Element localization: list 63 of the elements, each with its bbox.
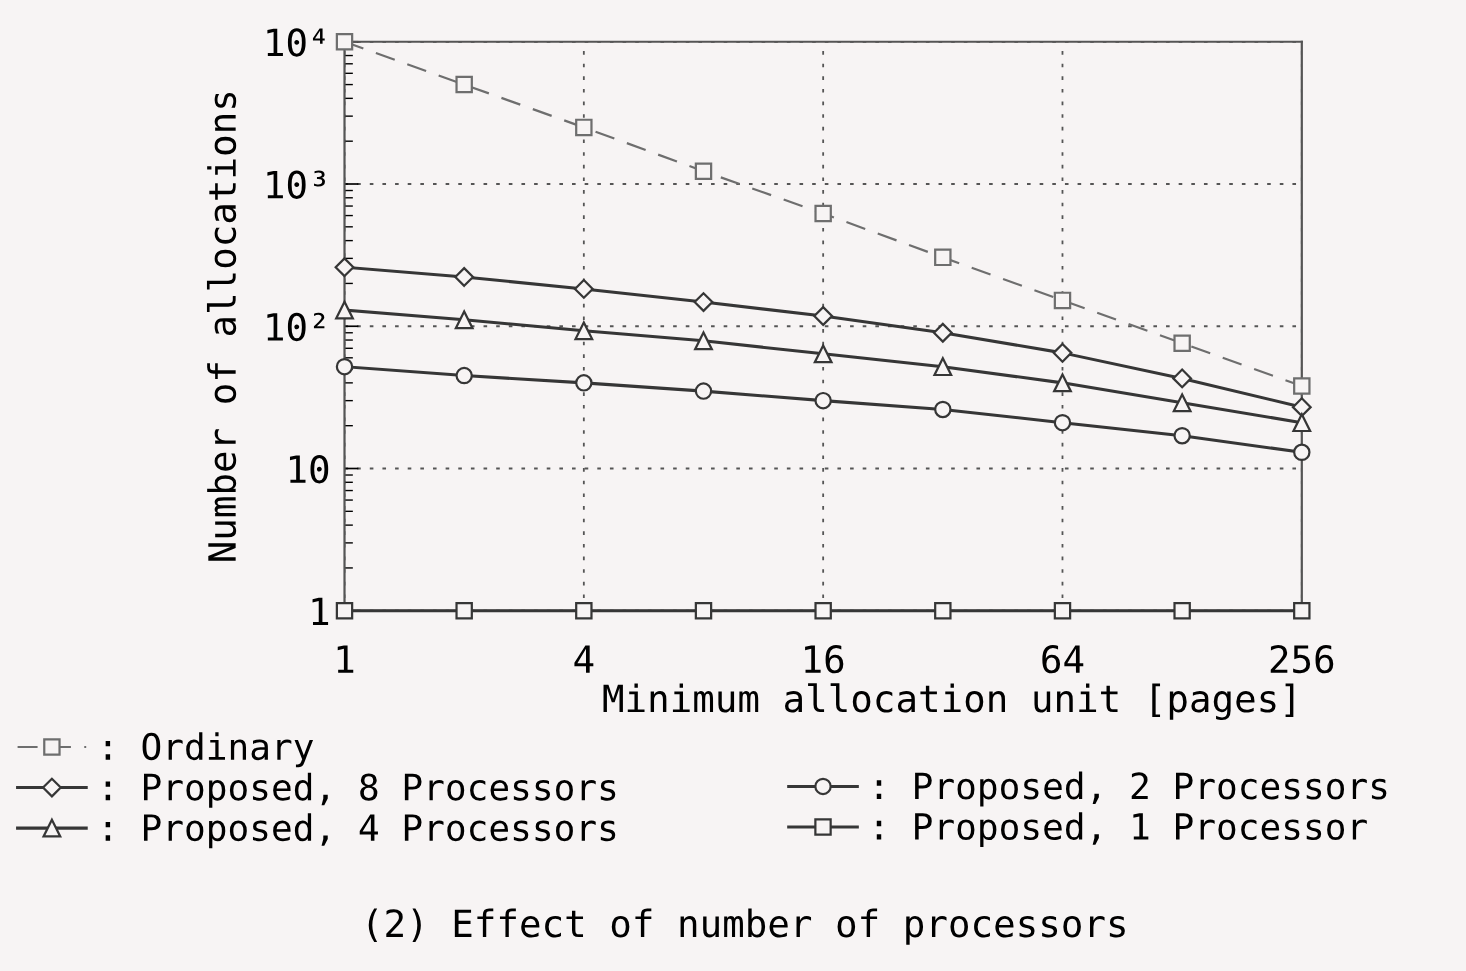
x-tick-label: 16 [805, 644, 844, 674]
point [694, 602, 713, 620]
point [454, 267, 475, 287]
point [574, 321, 594, 341]
point [814, 204, 832, 223]
point [813, 344, 833, 364]
point [934, 602, 952, 620]
point [1292, 413, 1312, 433]
point [934, 400, 952, 419]
point [1293, 602, 1311, 620]
point [933, 357, 953, 377]
y-tick-label: 1 [312, 597, 329, 626]
point [694, 162, 713, 180]
text: (2) Effect of number of processors [368, 908, 1125, 945]
point [335, 300, 354, 320]
point [813, 306, 834, 326]
point [575, 118, 593, 137]
point [1173, 426, 1191, 445]
point [455, 602, 473, 620]
point [814, 391, 832, 410]
point [932, 322, 953, 343]
x-tick-label: 1 [337, 645, 354, 673]
point [1173, 334, 1191, 352]
point [1053, 291, 1072, 310]
point [1053, 413, 1072, 432]
y-tick-label: 10 [289, 455, 329, 484]
point [1052, 342, 1073, 363]
point [934, 248, 952, 267]
y-tick-label: 10² [267, 312, 325, 342]
point [814, 602, 832, 620]
point [573, 278, 594, 299]
point [693, 292, 714, 312]
point [455, 75, 473, 94]
x-tick-label: 64 [1042, 644, 1084, 674]
x-tick-label: 256 [1270, 644, 1334, 674]
legend-label: : Proposed, 2 Processors [876, 771, 1387, 807]
point [1172, 393, 1192, 413]
legend-label: : Proposed, 8 Processors [105, 772, 616, 808]
point [1053, 602, 1072, 620]
point [575, 374, 593, 392]
legend-label: : Ordinary [105, 732, 314, 768]
point [1172, 368, 1193, 389]
point [454, 310, 474, 330]
legend-label: : Proposed, 4 Processors [105, 813, 616, 849]
y-axis-title: Number of allocations [206, 92, 237, 561]
point [1053, 373, 1072, 393]
point [575, 602, 593, 620]
y-tick-label: 10³ [267, 170, 325, 199]
point [1291, 397, 1312, 418]
x-tick-label: 4 [574, 645, 594, 673]
point [334, 257, 355, 278]
point [455, 366, 473, 385]
point [1173, 602, 1191, 620]
point [1293, 377, 1311, 395]
x-axis-title: Minimum allocation unit [pages] [603, 683, 1294, 721]
point [1293, 443, 1311, 462]
y-tick-label: 10⁴ [267, 28, 325, 57]
point [694, 382, 713, 400]
point [694, 331, 713, 351]
point [335, 33, 354, 51]
point [335, 357, 354, 376]
point [335, 602, 354, 620]
legend-label: : Proposed, 1 Processor [876, 812, 1367, 848]
